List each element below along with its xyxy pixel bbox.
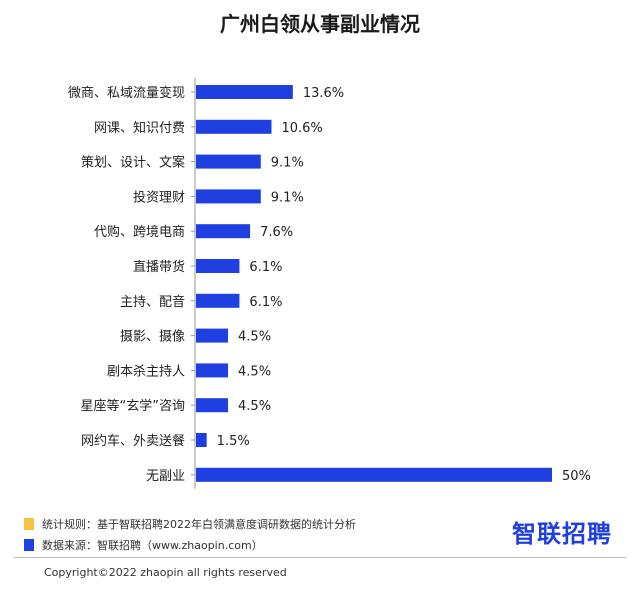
- value-label: 13.6%: [303, 86, 344, 101]
- category-label: 直播带货: [133, 259, 185, 275]
- bar: [196, 398, 229, 413]
- value-label: 6.1%: [249, 295, 282, 310]
- value-label: 4.5%: [238, 330, 271, 345]
- value-label: 4.5%: [238, 364, 271, 379]
- bar: [196, 154, 261, 169]
- footer-divider: [14, 557, 626, 558]
- bar: [196, 467, 552, 482]
- bar: [196, 224, 251, 239]
- category-label: 星座等“玄学”咨询: [81, 398, 185, 414]
- data-source-text: 数据来源：智联招聘（www.zhaopin.com）: [42, 539, 263, 552]
- bar: [196, 189, 261, 204]
- category-label: 摄影、摄像: [120, 330, 185, 345]
- bar-chart: 微商、私域流量变现 13.6% 网课、知识付费 10.6% 策划、设计、文案 9.1% 投资…: [68, 78, 591, 489]
- value-label: 9.1%: [271, 156, 304, 171]
- category-label: 网课、知识付费: [94, 120, 185, 136]
- bar: [196, 363, 229, 378]
- bar: [196, 259, 240, 273]
- value-label: 4.5%: [238, 399, 271, 414]
- value-label: 6.1%: [249, 260, 282, 275]
- source-legend-swatch: [24, 539, 34, 551]
- copyright-text: Copyright©2022 zhaopin all rights reserv…: [44, 566, 287, 579]
- stat-rule-note: 统计规则：基于智联招聘2022年白领满意度调研数据的统计分析: [24, 516, 356, 532]
- stat-rule-text: 统计规则：基于智联招聘2022年白领满意度调研数据的统计分析: [42, 518, 356, 531]
- bar: [196, 85, 293, 99]
- rule-legend-swatch: [24, 518, 34, 530]
- value-label: 1.5%: [217, 434, 250, 449]
- zhaopin-logo: 智联招聘: [512, 520, 612, 548]
- value-label: 7.6%: [260, 225, 293, 240]
- category-label: 无副业: [146, 469, 185, 484]
- bar: [196, 293, 240, 308]
- category-label: 网约车、外卖送餐: [81, 433, 185, 449]
- category-label: 策划、设计、文案: [81, 155, 185, 171]
- category-label: 代购、跨境电商: [94, 224, 185, 240]
- bar: [196, 328, 229, 343]
- category-label: 投资理财: [133, 189, 185, 205]
- bar: [196, 433, 207, 447]
- value-label: 9.1%: [271, 190, 304, 205]
- chart-title: 广州白领从事副业情况: [220, 12, 420, 36]
- value-label: 50%: [562, 469, 591, 484]
- bar: [196, 119, 272, 134]
- category-label: 微商、私域流量变现: [68, 85, 185, 101]
- value-label: 10.6%: [281, 121, 322, 136]
- category-label: 剧本杀主持人: [107, 364, 185, 379]
- category-label: 主持、配音: [120, 294, 185, 310]
- data-source-note: 数据来源：智联招聘（www.zhaopin.com）: [24, 537, 263, 553]
